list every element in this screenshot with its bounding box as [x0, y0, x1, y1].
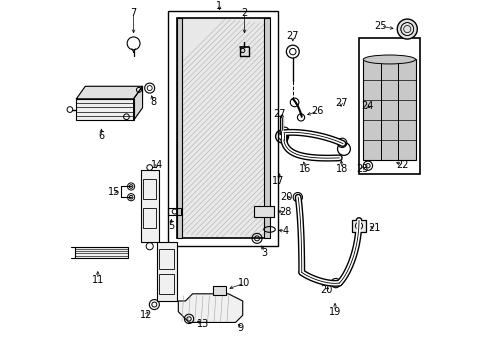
Bar: [176, 18, 269, 238]
Text: 11: 11: [92, 275, 104, 284]
Circle shape: [396, 19, 416, 39]
Bar: [351, 220, 366, 232]
Text: 21: 21: [367, 222, 380, 233]
Bar: [159, 274, 174, 294]
Bar: [142, 179, 156, 199]
Bar: [358, 38, 419, 174]
Text: 23: 23: [356, 163, 368, 174]
Bar: [176, 18, 182, 238]
Text: 22: 22: [396, 160, 408, 170]
Text: 25: 25: [373, 21, 386, 31]
Text: 28: 28: [279, 207, 291, 216]
Bar: [76, 99, 133, 120]
Bar: [264, 18, 269, 238]
Text: 19: 19: [328, 307, 341, 317]
Polygon shape: [133, 86, 142, 120]
Text: 15: 15: [108, 187, 121, 197]
Bar: [157, 242, 176, 301]
Text: 6: 6: [98, 131, 104, 141]
Polygon shape: [76, 86, 142, 99]
Bar: [254, 206, 273, 217]
Bar: [213, 285, 225, 294]
Text: 7: 7: [130, 8, 137, 18]
Bar: [167, 11, 278, 246]
Text: 17: 17: [272, 176, 284, 186]
Bar: [363, 59, 415, 159]
Text: 9: 9: [237, 323, 244, 333]
Text: 27: 27: [334, 98, 346, 108]
Bar: [176, 18, 269, 238]
Bar: [168, 208, 181, 215]
Ellipse shape: [363, 55, 415, 64]
Bar: [142, 208, 156, 228]
Text: 18: 18: [335, 163, 347, 174]
Text: 27: 27: [273, 109, 285, 119]
Text: 8: 8: [150, 98, 156, 107]
Text: 20: 20: [280, 192, 292, 202]
Text: 14: 14: [150, 160, 163, 170]
Text: 2: 2: [241, 8, 247, 18]
Bar: [141, 170, 158, 242]
Bar: [159, 249, 174, 269]
Text: 5: 5: [168, 221, 174, 231]
Text: 16: 16: [299, 163, 311, 174]
Bar: [74, 247, 128, 258]
Text: 1: 1: [216, 1, 222, 11]
Text: 13: 13: [197, 319, 209, 329]
Text: 3: 3: [261, 248, 267, 258]
Text: 20: 20: [319, 285, 331, 295]
Polygon shape: [178, 294, 242, 323]
Text: 26: 26: [311, 106, 324, 116]
Text: 4: 4: [282, 226, 288, 236]
Text: 27: 27: [286, 31, 299, 41]
Text: 10: 10: [238, 278, 250, 288]
Text: 12: 12: [140, 310, 152, 320]
Text: 24: 24: [360, 101, 373, 111]
